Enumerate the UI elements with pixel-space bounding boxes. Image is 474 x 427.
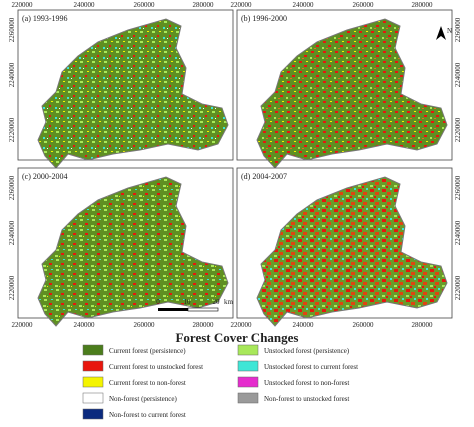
legend-label: Unstocked forest to non-forest [264,379,349,387]
north-arrow [436,26,446,40]
legend-swatch [82,376,104,388]
y-tick-label: 2220000 [8,275,16,300]
x-tick-label: 280000 [412,1,434,9]
y-tick-label: 2260000 [8,17,16,42]
legend-swatch [237,360,259,372]
panel-label: (b) 1996-2000 [241,14,287,23]
scale-unit: km [224,298,234,306]
y-tick-label: 2240000 [454,62,462,87]
x-tick-label: 220000 [12,1,34,9]
x-tick-label: 260000 [134,1,156,9]
x-tick-label: 260000 [134,321,156,329]
y-tick-label: 2240000 [454,220,462,245]
y-tick-label: 2220000 [454,275,462,300]
x-tick-label: 240000 [293,1,315,9]
legend-label: Non-forest (persistence) [109,395,178,403]
x-tick-label: 280000 [412,321,434,329]
x-tick-label: 260000 [353,1,375,9]
x-tick-label: 220000 [231,321,253,329]
scale-bar [158,308,188,311]
x-tick-label: 220000 [231,1,253,9]
x-tick-label: 260000 [353,321,375,329]
legend-label: Non-forest to unstocked forest [264,395,349,403]
y-tick-label: 2260000 [454,175,462,200]
legend-label: Unstocked forest to current forest [264,363,358,371]
y-tick-label: 2220000 [8,117,16,142]
x-tick-label: 240000 [74,321,96,329]
panel-label: (a) 1993-1996 [22,14,68,23]
panel-label: (d) 2004-2007 [241,172,287,181]
legend-label: Non-forest to current forest [109,411,186,419]
legend-swatch [82,360,104,372]
north-label: N [447,27,452,35]
x-tick-label: 280000 [193,1,215,9]
scale-bar [187,307,219,312]
legend-label: Unstocked forest (persistence) [264,347,350,355]
x-tick-label: 220000 [12,321,34,329]
x-tick-label: 280000 [193,321,215,329]
legend-swatch [82,408,104,420]
legend-title: Forest Cover Changes [175,330,298,345]
legend-swatch [237,392,259,404]
legend-label: Current forest to non-forest [109,379,186,387]
y-tick-label: 2220000 [454,117,462,142]
legend-swatch [237,376,259,388]
legend-swatch [82,344,104,356]
x-tick-label: 240000 [74,1,96,9]
y-tick-label: 2260000 [454,17,462,42]
y-tick-label: 2260000 [8,175,16,200]
y-tick-label: 2240000 [8,220,16,245]
y-tick-label: 2240000 [8,62,16,87]
legend-swatch [237,344,259,356]
panel-label: (c) 2000-2004 [22,172,68,181]
legend-label: Current forest (persistence) [109,347,186,355]
x-tick-label: 240000 [293,321,315,329]
scale-label: 10 [184,298,192,306]
scale-label: 0 [156,298,160,306]
legend-swatch [82,392,104,404]
scale-label: 20 [213,298,221,306]
legend-label: Current forest to unstocked forest [109,363,203,371]
